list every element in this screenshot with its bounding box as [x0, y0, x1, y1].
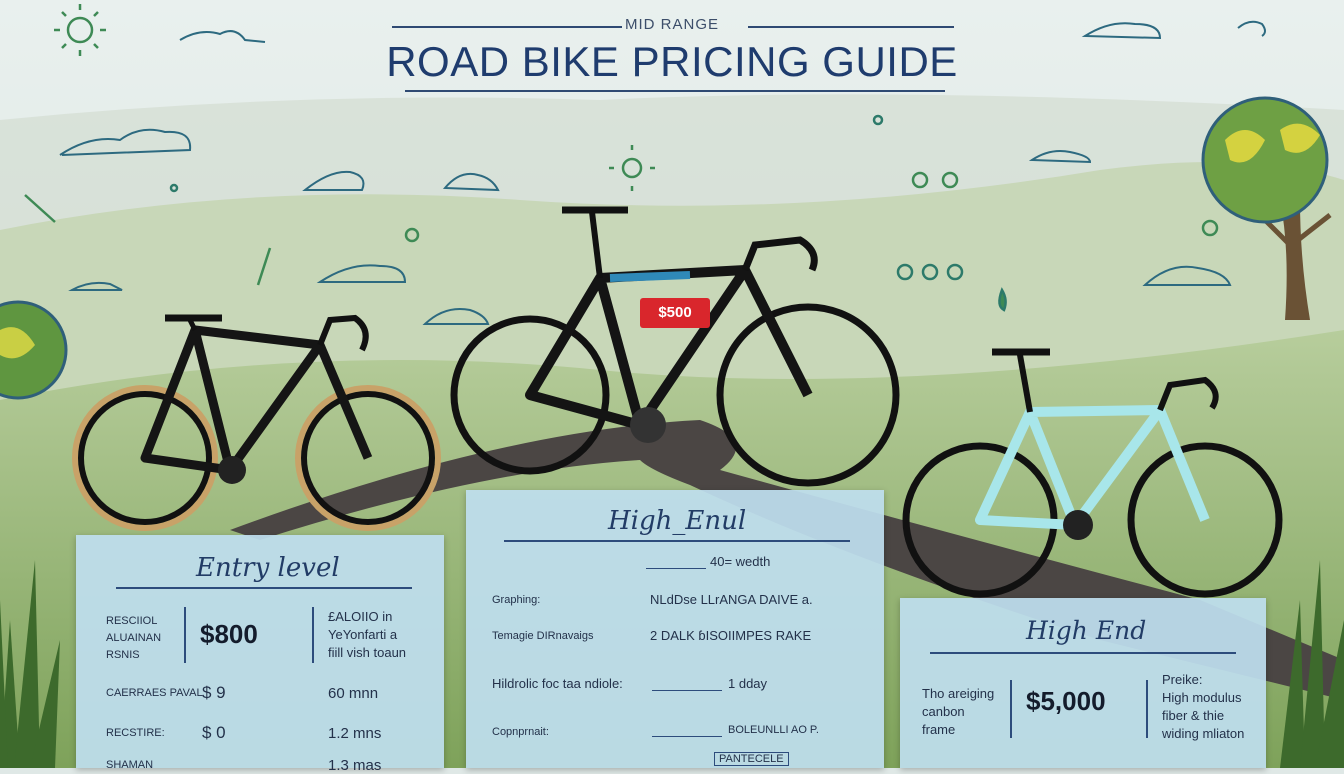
entry-bike-image	[72, 314, 441, 531]
high-title-rule	[930, 652, 1236, 654]
mid-row-2-label: Temagie DIRnavaigs	[492, 630, 594, 642]
entry-row-2-label: RECSTIRE:	[106, 727, 165, 739]
entry-spec-right-1: £ALOIIO in	[328, 609, 393, 624]
high-right-2: High modulus	[1162, 690, 1242, 705]
mid-range-card: High_Enul 40= wedth Graphing: NLdDse LLr…	[466, 490, 884, 768]
mid-row-3-line	[652, 690, 722, 691]
entry-spec-left-3: RSNIS	[106, 649, 140, 661]
high-left-3: frame	[922, 722, 956, 737]
entry-row-2-time: 1.2 mns	[328, 725, 382, 742]
mid-row-3-label: Hildrolic foc taa ndiole:	[492, 676, 623, 691]
cloud-icon	[59, 20, 1266, 325]
high-price: $5,000	[1026, 686, 1106, 716]
entry-level-card: Entry level RESCIIOL ALUAINAN RSNIS $800…	[76, 535, 444, 774]
grass-icon	[0, 560, 1344, 768]
entry-spec-left-2: ALUAINAN	[106, 632, 162, 644]
high-right-4: widing mliaton	[1162, 726, 1245, 741]
entry-title-rule	[116, 587, 412, 589]
mid-title-rule	[504, 540, 850, 542]
mid-width-label: 40= wedth	[710, 554, 771, 569]
entry-spec-right-3: fiill vish toaun	[328, 645, 407, 660]
high-bike-image	[902, 348, 1283, 598]
mid-row-1-value: NLdDse LLrANGA DAIVE a.	[650, 592, 813, 607]
subtitle-rule-left	[392, 26, 622, 28]
mid-stamp: PANTECELE	[714, 752, 789, 766]
high-end-card: High End Tho areiging canbon frame $5,00…	[900, 598, 1266, 768]
high-left-1: Tho areiging	[922, 686, 995, 701]
mid-row-4-label: Copnprnait:	[492, 726, 549, 738]
high-left-2: canbon	[922, 704, 965, 719]
entry-divider-right	[312, 607, 314, 663]
header: MID RANGE ROAD BIKE PRICING GUIDE	[0, 0, 1344, 110]
title-rule	[405, 90, 945, 92]
entry-row-3-time: 1.3 mas	[328, 757, 382, 774]
mid-width-line	[646, 568, 706, 569]
high-card-title: High End	[1026, 616, 1147, 645]
mid-row-3-value: 1 dday	[728, 676, 768, 691]
entry-row-1-time: 60 mnn	[328, 685, 379, 702]
bicycle-icon	[24, 114, 1007, 312]
sun-icon	[54, 4, 1219, 243]
high-divider-left	[1010, 680, 1012, 738]
entry-card-title: Entry level	[196, 553, 340, 583]
entry-divider-left	[184, 607, 186, 663]
mid-card-title: High_Enul	[608, 506, 747, 536]
page-subtitle: MID RANGE	[624, 16, 719, 33]
mid-bike-image	[450, 206, 900, 487]
high-divider-right	[1146, 680, 1148, 738]
mid-row-2-value: 2 DALK ɓISOIIMPES RAKE	[650, 628, 812, 643]
mid-row-4-value: BOLEUNLLI AO P.	[728, 724, 819, 736]
price-tag: $500	[640, 298, 710, 328]
entry-spec-left-1: RESCIIOL	[106, 615, 158, 627]
mid-row-1-label: Graphing:	[492, 594, 541, 606]
entry-spec-right-2: YeYonfarti a	[328, 627, 398, 642]
entry-row-1-value: $ 9	[202, 683, 226, 702]
tree-icon	[0, 96, 1332, 400]
entry-row-2-value: $ 0	[202, 723, 226, 742]
subtitle-rule-right	[748, 26, 954, 28]
entry-row-3-label: SHAMAN	[106, 759, 154, 771]
entry-price: $800	[200, 619, 258, 649]
mid-row-4-line	[652, 736, 722, 737]
high-right-3: fiber & thie	[1162, 708, 1225, 723]
high-right-1: Preike:	[1162, 672, 1203, 687]
page-title: ROAD BIKE PRICING GUIDE	[386, 38, 958, 85]
entry-row-1-label: CAERRAES PAVAL	[106, 687, 203, 699]
